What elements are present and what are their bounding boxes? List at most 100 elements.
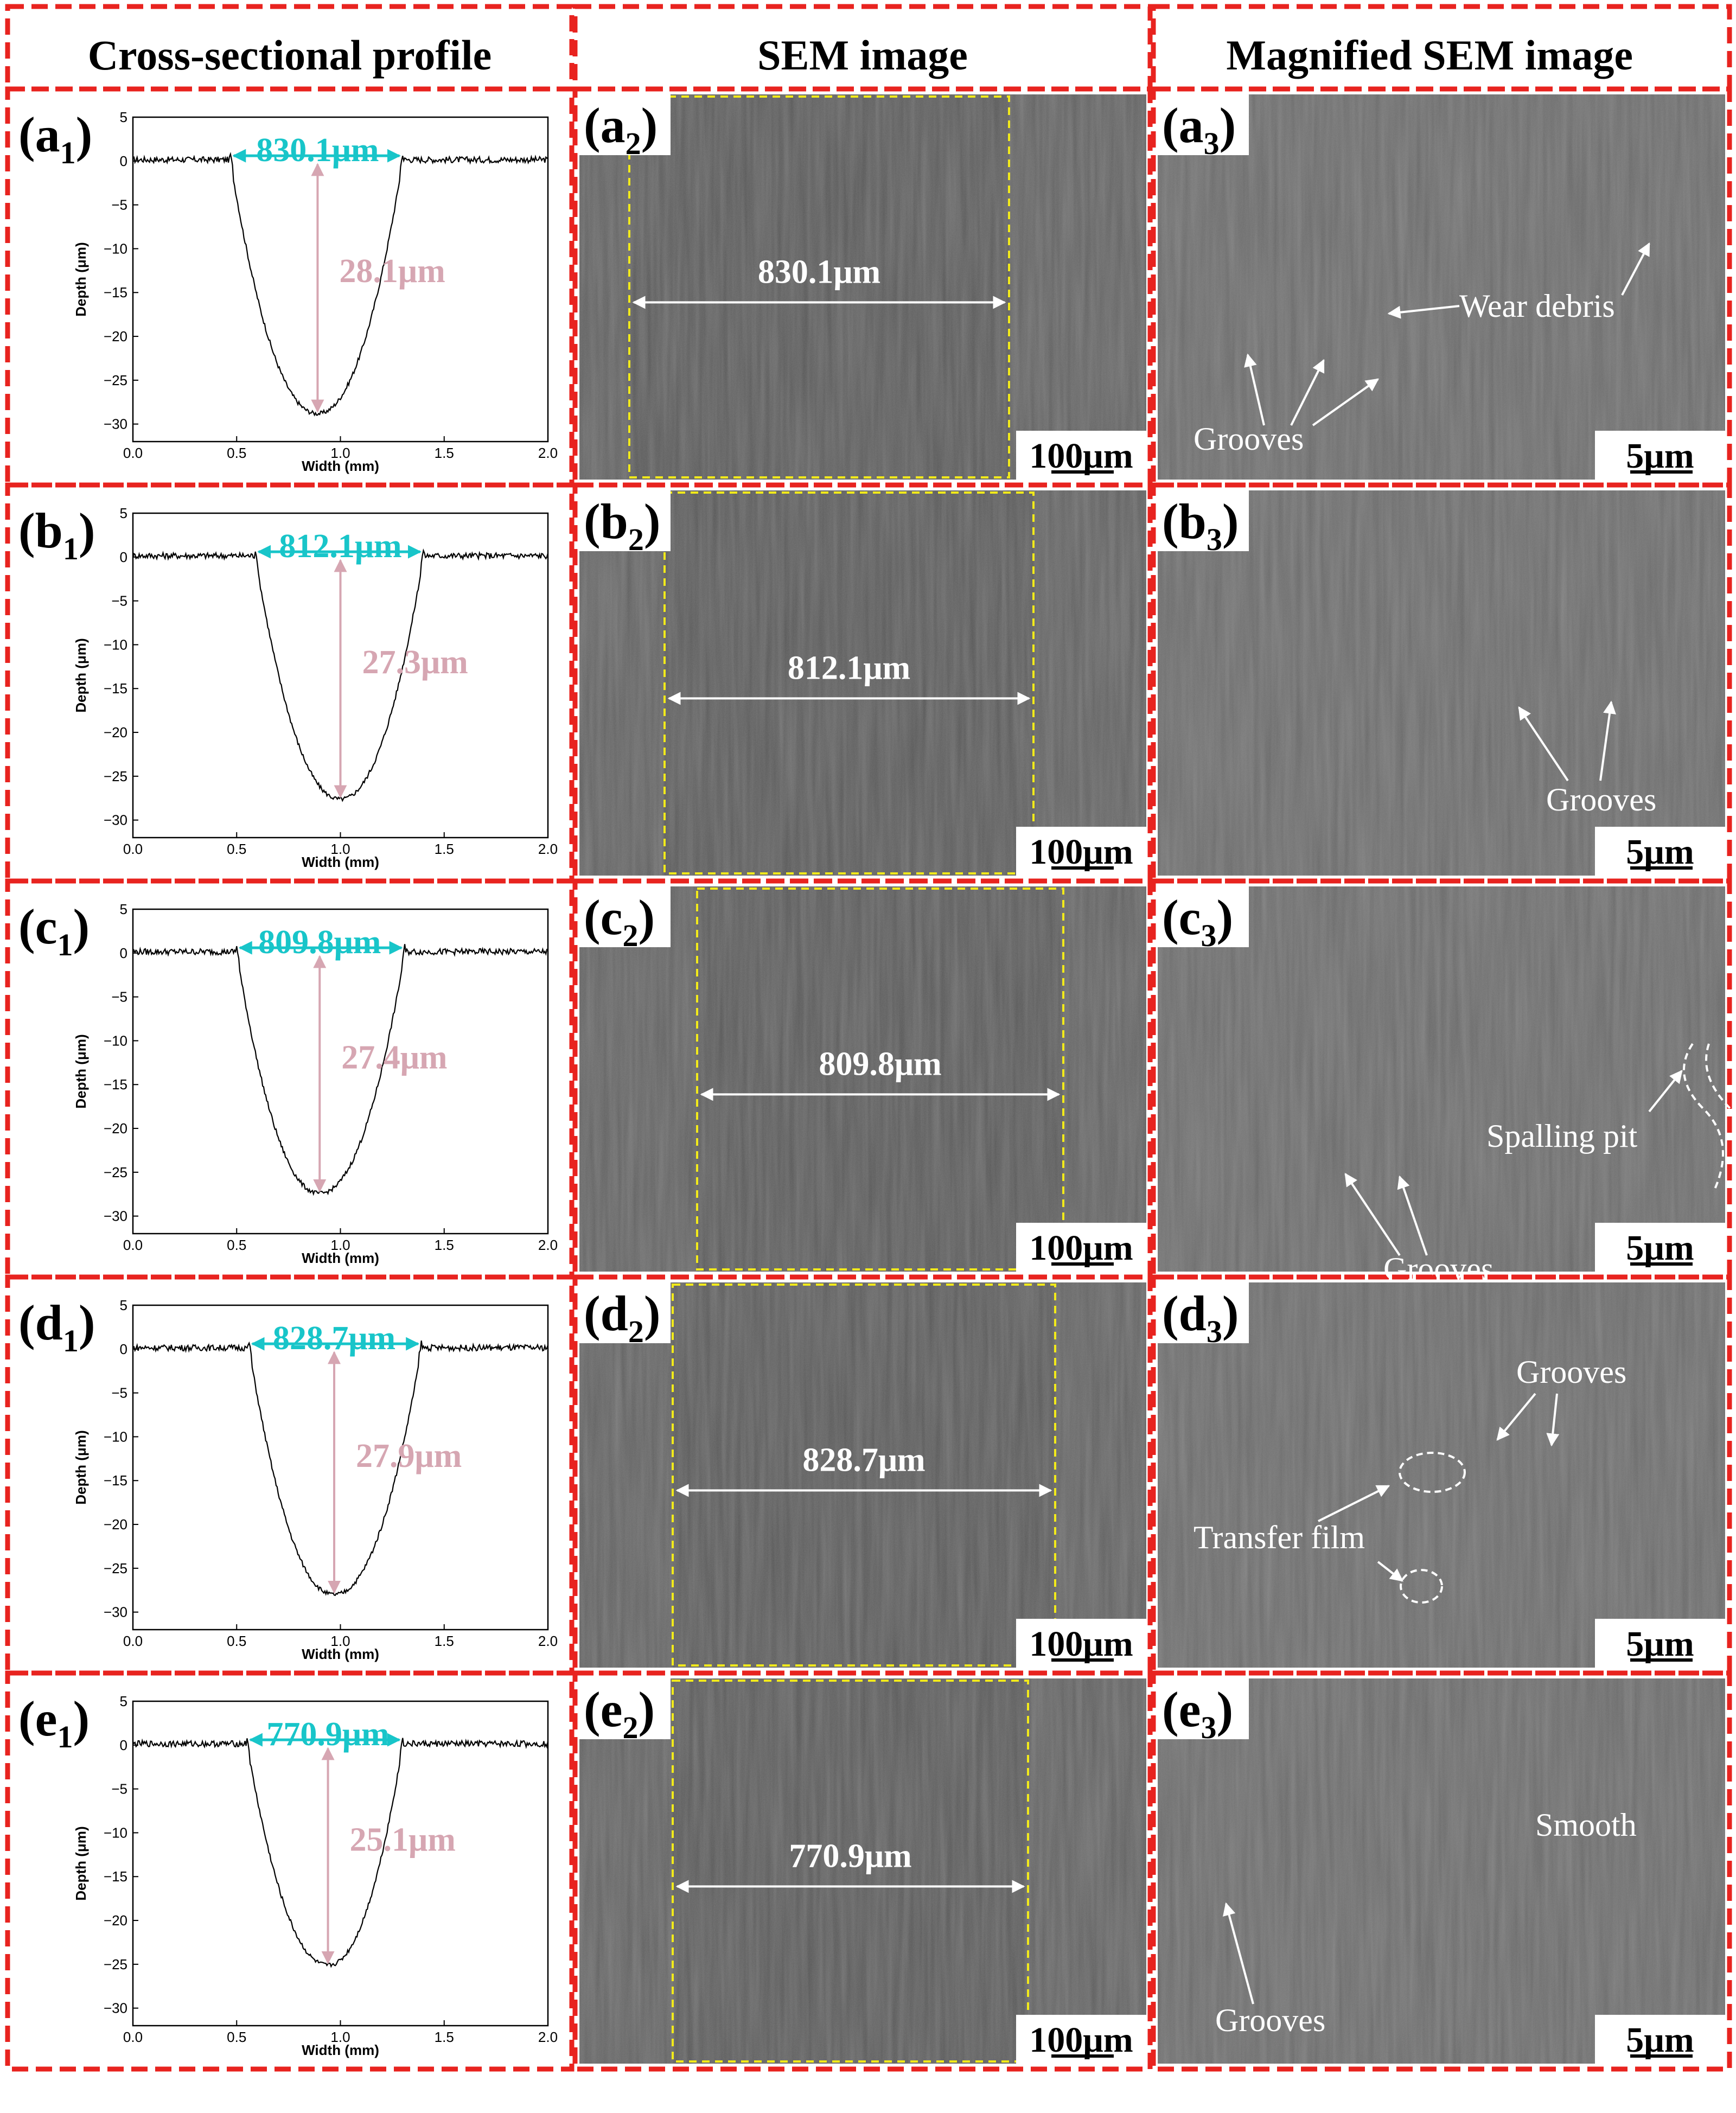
sem-noise — [579, 886, 1146, 1272]
y-tick-label: −10 — [104, 1428, 127, 1445]
y-tick-label: 5 — [120, 109, 127, 125]
x-tick-label: 0.0 — [123, 2029, 143, 2045]
transfer-film-outline — [1399, 1452, 1466, 1493]
panel-label-b1-close: ) — [79, 503, 95, 558]
y-tick-label: −25 — [104, 1956, 127, 1972]
panel-label-c3-open: (c — [1162, 890, 1201, 945]
panel-label-d2-sub: 2 — [628, 1314, 644, 1349]
y-tick-label: −30 — [104, 416, 127, 432]
y-tick-label: −30 — [104, 812, 127, 828]
panel-label-b1-open: (b — [18, 503, 63, 558]
x-tick-label: 2.0 — [538, 841, 558, 857]
x-tick-label: 1.0 — [330, 1633, 350, 1649]
magnified-image-e: (e3) 5μm Smooth Grooves — [1158, 1678, 1725, 2064]
sem-image-b: 812.1μm (b2) 100μm — [579, 490, 1146, 876]
panel-label-e2: (e2) — [584, 1682, 655, 1745]
row-a: 0.0 0.5 1.0 1.5 2.0 5 0 −5 −10 −15 −20 −25 −30 Width … — [5, 86, 1732, 488]
sem-scale-label: 100μm — [1029, 436, 1133, 476]
annotation-arrow — [1518, 706, 1569, 782]
y-tick-label: −30 — [104, 2000, 127, 2016]
sem-label-box — [579, 490, 671, 551]
panel-label-e2-open: (e — [584, 1682, 622, 1737]
y-tick-label: −25 — [104, 1164, 127, 1180]
annotation-arrow — [1496, 1393, 1536, 1441]
panel-label-c3-sub: 3 — [1201, 918, 1216, 953]
sem-noise — [579, 94, 1146, 480]
y-axis-title: Depth (μm) — [73, 1430, 89, 1504]
magnified-scale-label: 5μm — [1626, 1624, 1694, 1664]
sem-width-label: 830.1μm — [758, 253, 880, 290]
y-tick-label: 0 — [120, 1341, 127, 1357]
y-tick-label: −15 — [104, 1472, 127, 1489]
panel-label-c1: (c1) — [18, 899, 90, 962]
y-tick-label: −5 — [111, 593, 127, 609]
x-tick-label: 0.5 — [227, 1633, 246, 1649]
magnified-scale-label: 5μm — [1626, 832, 1694, 872]
cell-magnified-e — [1151, 1670, 1732, 2072]
depth-label: 27.3μm — [362, 644, 468, 681]
panel-label-b3: (b3) — [1162, 494, 1239, 557]
y-axis-title: Depth (μm) — [73, 638, 89, 712]
panel-label-b2-close: ) — [644, 494, 661, 549]
x-tick-label: 0.0 — [123, 445, 143, 461]
x-tick-label: 1.5 — [435, 841, 454, 857]
y-tick-label: −20 — [104, 1516, 127, 1533]
transfer-film-outline — [1400, 1569, 1443, 1604]
annotation-arrow — [1546, 1393, 1560, 1447]
wear-track-outline — [663, 491, 1035, 874]
y-tick-label: −10 — [104, 1824, 127, 1841]
magnified-scale-label: 5μm — [1626, 1228, 1694, 1268]
row-b: 0.0 0.5 1.0 1.5 2.0 5 0 −5 −10 −15 −20 −25 −30 Width … — [5, 482, 1732, 884]
panel-label-e3-sub: 3 — [1201, 1710, 1216, 1745]
y-tick-label: −25 — [104, 768, 127, 784]
width-label: 828.7μm — [273, 1320, 395, 1357]
panel-label-a2-sub: 2 — [626, 126, 641, 161]
cell-sem-b — [572, 482, 1153, 884]
annotation-smooth: Smooth — [1535, 1807, 1637, 1843]
sem-label-box — [579, 1678, 671, 1739]
depth-profile-line — [132, 944, 548, 1196]
panel-label-b2-sub: 2 — [628, 522, 644, 557]
x-tick-label: 2.0 — [538, 445, 558, 461]
y-tick-label: 5 — [120, 1693, 127, 1709]
header-row: Cross-sectional profile SEM image Magnif… — [5, 4, 1732, 92]
y-tick-label: −5 — [111, 989, 127, 1005]
annotation-spalling-pit: Spalling pit — [1486, 1118, 1638, 1154]
annotation-arrow — [1387, 305, 1460, 319]
depth-label: 27.4μm — [341, 1039, 447, 1076]
panel-label-d1: (d1) — [18, 1295, 95, 1358]
cell-magnified-c — [1151, 878, 1732, 1280]
y-tick-label: −20 — [104, 724, 127, 740]
annotation-arrow — [1244, 353, 1265, 426]
y-tick-label: −20 — [104, 1120, 127, 1137]
y-axis-title: Depth (μm) — [73, 1034, 89, 1108]
annotation-arrow — [1344, 1173, 1401, 1256]
panel-label-e1-open: (e — [18, 1691, 57, 1746]
row-d: 0.0 0.5 1.0 1.5 2.0 5 0 −5 −10 −15 −20 −25 −30 Width … — [5, 1274, 1732, 1676]
header-cell-profile — [5, 4, 575, 92]
x-axis-title: Width (mm) — [302, 2042, 379, 2058]
panel-label-e3-close: ) — [1216, 1682, 1233, 1737]
sem-noise — [579, 1282, 1146, 1668]
panel-grid: 0.0 0.5 1.0 1.5 2.0 5 0 −5 −10 −15 −20 −25 −30 Width … — [5, 86, 1736, 2072]
panel-label-c1-sub: 1 — [57, 927, 73, 962]
cell-profile-a — [5, 86, 575, 488]
panel-label-d3: (d3) — [1162, 1286, 1239, 1349]
annotation-arrow — [1648, 1070, 1683, 1113]
row-c: 0.0 0.5 1.0 1.5 2.0 5 0 −5 −10 −15 −20 −25 −30 Width … — [5, 878, 1736, 1287]
x-tick-label: 2.0 — [538, 1633, 558, 1649]
sem-scale-label: 100μm — [1029, 1624, 1133, 1664]
y-tick-label: 0 — [120, 945, 127, 961]
profile-chart-e: 0.0 0.5 1.0 1.5 2.0 5 0 −5 −10 −15 −20 −25 −30 Width … — [73, 1693, 558, 2058]
sem-noise — [579, 490, 1146, 876]
x-tick-label: 1.0 — [330, 2029, 350, 2045]
panel-label-e3: (e3) — [1162, 1682, 1233, 1745]
y-tick-label: −15 — [104, 680, 127, 697]
panel-label-a3: (a3) — [1162, 98, 1236, 161]
annotation-grooves: Grooves — [1215, 2002, 1325, 2038]
panel-label-b1-sub: 1 — [63, 531, 79, 566]
annotation-arrow — [1397, 1175, 1428, 1256]
sem-noise — [579, 1678, 1146, 2064]
magnified-scale-label: 5μm — [1626, 2020, 1694, 2060]
panel-label-e1-close: ) — [73, 1691, 90, 1746]
